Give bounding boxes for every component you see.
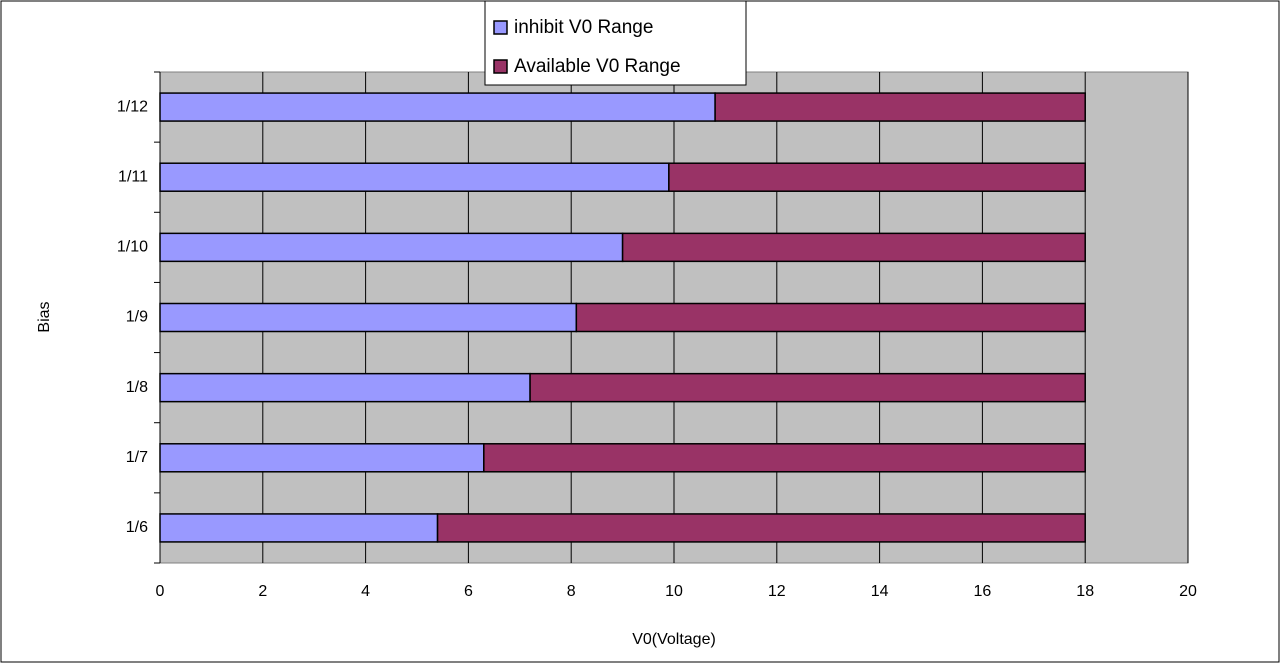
x-tick-label: 20 (1179, 583, 1197, 600)
bar-segment (483, 443, 1086, 473)
bar-segment (668, 162, 1086, 192)
y-tick-label: 1/7 (126, 449, 148, 466)
x-tick-label: 10 (665, 583, 683, 600)
y-tick-label: 1/8 (126, 379, 148, 396)
x-tick-label: 12 (768, 583, 786, 600)
y-tick-label: 1/12 (117, 98, 148, 115)
x-axis-label: V0(Voltage) (632, 631, 716, 648)
x-tick-label: 8 (567, 583, 576, 600)
x-tick-label: 0 (156, 583, 165, 600)
bar-segment (621, 232, 1086, 263)
bar-segment (159, 513, 439, 543)
legend-swatch (493, 20, 508, 35)
x-tick-label: 16 (974, 583, 992, 600)
x-tick-label: 4 (361, 583, 370, 600)
y-axis-label: Bias (36, 301, 53, 332)
bar-segment (159, 92, 716, 122)
bar-segment (529, 372, 1086, 403)
y-tick-label: 1/6 (126, 519, 148, 536)
x-tick-label: 14 (871, 583, 889, 600)
bar-segment (436, 513, 1086, 543)
y-tick-label: 1/10 (117, 239, 148, 256)
bar-segment (159, 372, 531, 403)
x-tick-label: 18 (1076, 583, 1094, 600)
legend-swatch (493, 59, 508, 74)
legend-label: inhibit V0 Range (514, 17, 653, 38)
bar-segment (159, 443, 485, 473)
y-tick-label: 1/11 (118, 168, 148, 185)
x-tick-label: 6 (464, 583, 473, 600)
bar-segment (159, 162, 670, 192)
x-tick-label: 2 (258, 583, 267, 600)
bar-segment (159, 232, 624, 263)
bar-segment (159, 302, 578, 333)
y-tick-label: 1/9 (126, 309, 148, 326)
legend-box (484, 0, 747, 86)
legend-label: Available V0 Range (514, 56, 681, 77)
bar-segment (575, 302, 1086, 333)
bar-segment (714, 92, 1086, 122)
